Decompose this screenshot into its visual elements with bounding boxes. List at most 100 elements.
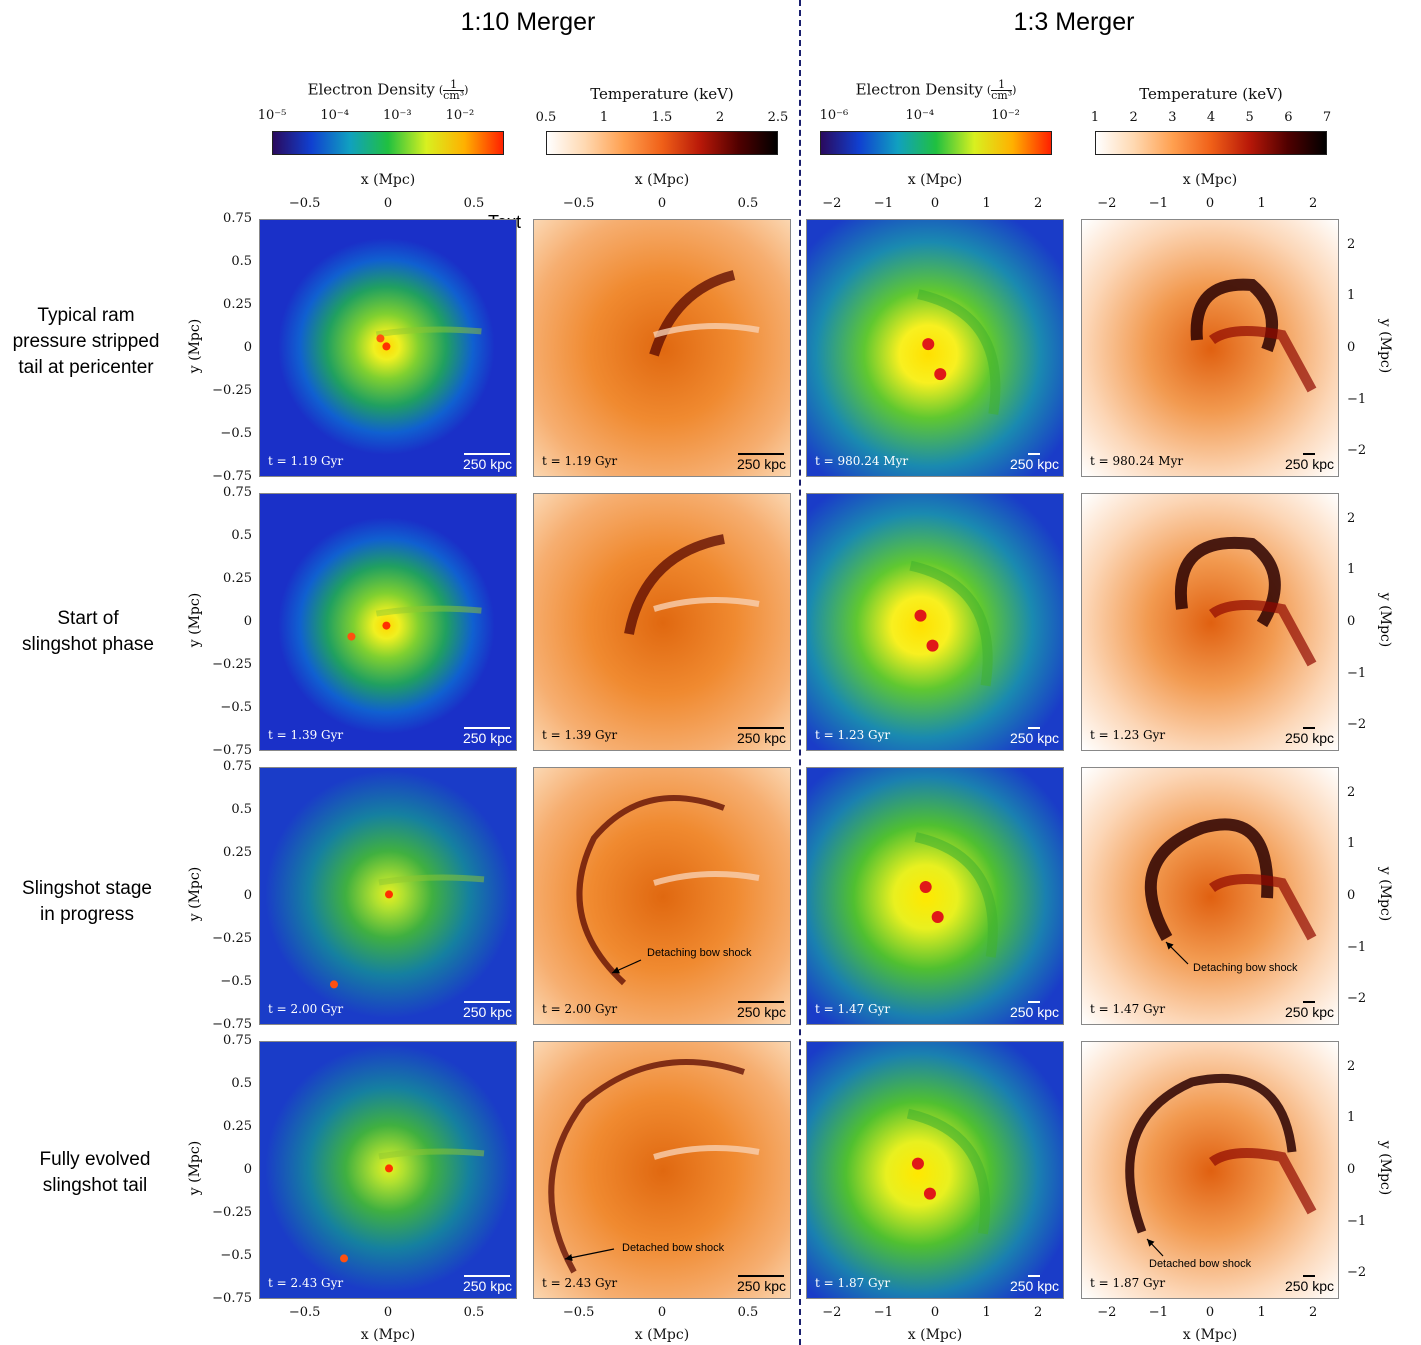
time-label: t = 1.19 Gyr (268, 454, 344, 468)
cluster-core (919, 881, 932, 893)
y-tick-right: 2 (1347, 236, 1356, 252)
x-tick-bottom: −1 (1148, 1305, 1168, 1320)
panel-image (260, 1042, 516, 1298)
scale-bar: 250 kpc (1285, 1275, 1334, 1294)
panel-image (534, 494, 790, 750)
scale-bar-label: 250 kpc (1009, 1278, 1059, 1294)
y-tick-left: 0 (243, 340, 252, 355)
row-label-line: tail at pericenter (18, 357, 154, 378)
temperature-field (1082, 768, 1338, 1024)
colorbar-unit-num: 1 (991, 79, 1013, 91)
shock-wing (1209, 326, 1317, 393)
scale-bar-label: 250 kpc (1009, 1004, 1059, 1020)
stripped-tail (653, 871, 760, 886)
time-label: t = 1.23 Gyr (815, 728, 891, 742)
scale-bar-label: 250 kpc (1284, 1004, 1334, 1020)
scale-bar-label: 250 kpc (462, 456, 512, 472)
gas-tail (378, 874, 485, 886)
colorbar-label: Temperature (keV) (546, 85, 778, 103)
time-label: t = 980.24 Myr (1090, 454, 1184, 468)
y-tick-left: −0.25 (212, 1205, 252, 1220)
panel-image (260, 768, 516, 1024)
colorbar-unit-den: cm³ (443, 89, 465, 102)
panel-image (807, 220, 1063, 476)
x-tick-top: −2 (822, 196, 842, 211)
panel-r3-c3: t = 1.47 Gyr 250 kpc (806, 767, 1064, 1025)
panel-image (1082, 494, 1338, 750)
temperature-field (1082, 494, 1338, 750)
colorbar-unit: (1 cm³) (438, 78, 469, 102)
x-tick-top: −1 (873, 196, 893, 211)
x-tick-top: 0.5 (463, 196, 485, 211)
y-tick-right: 1 (1347, 1110, 1356, 1126)
scale-bar-line (738, 1275, 785, 1277)
y-tick-right: −1 (1347, 939, 1367, 955)
scale-bar: 250 kpc (1285, 727, 1334, 746)
x-tick-top: −0.5 (288, 196, 321, 211)
y-tick-left: 0.75 (223, 759, 252, 774)
x-tick-top: −0.5 (562, 196, 595, 211)
stripped-tail (653, 323, 760, 338)
gas-tail (375, 605, 482, 617)
x-tick-bottom: −1 (873, 1305, 893, 1320)
subcluster-core (347, 632, 356, 641)
x-tick-bottom: 1 (982, 1305, 991, 1320)
row-label-line: Fully evolved (39, 1149, 151, 1170)
gas-tail (378, 1148, 485, 1160)
scale-bar-label: 250 kpc (736, 730, 786, 746)
colorbar-tick: 10⁻² (991, 108, 1020, 123)
x-tick-top: 2 (1034, 196, 1043, 211)
colorbar-label-text: Electron Density (855, 80, 983, 99)
colorbar-tick: 10⁻⁴ (905, 108, 935, 123)
row-label-line: Start of (57, 608, 119, 629)
scale-bar-label: 250 kpc (736, 1004, 786, 1020)
scale-bar-line (738, 453, 785, 455)
colorbar-tick: 2 (715, 110, 725, 125)
panel-r3-c4: t = 1.47 Gyr 250 kpc (1081, 767, 1339, 1025)
scale-bar: 250 kpc (463, 1001, 512, 1020)
panel-r1-c1: t = 1.19 Gyr 250 kpc (259, 219, 517, 477)
temperature-field (1082, 1042, 1338, 1298)
y-tick-right: −1 (1347, 665, 1367, 681)
scale-bar-line (1028, 453, 1041, 455)
colorbar-tick: 10⁻⁴ (320, 108, 349, 123)
x-tick-top: −2 (1097, 196, 1117, 211)
panel-image (260, 494, 516, 750)
x-tick-bottom: 0.5 (737, 1305, 759, 1320)
colorbar-label-text: Temperature (keV) (1139, 85, 1283, 103)
scale-bar-label: 250 kpc (736, 456, 786, 472)
y-tick-right: 0 (1347, 1162, 1356, 1177)
shock-wing (1209, 1148, 1317, 1215)
panel-r2-c4: t = 1.23 Gyr 250 kpc (1081, 493, 1339, 751)
y-tick-left: −0.25 (212, 657, 252, 672)
row-label-line: in progress (40, 904, 134, 925)
y-tick-right: −2 (1347, 1265, 1367, 1281)
scale-bar: 250 kpc (1285, 453, 1334, 472)
y-tick-left: 0 (243, 1162, 252, 1177)
colorbar-unit-den: cm³ (991, 89, 1013, 102)
cluster-core-2 (923, 1187, 936, 1200)
scale-bar: 250 kpc (463, 727, 512, 746)
colorbar-tick: 3 (1168, 110, 1177, 125)
x-tick-top: 2 (1309, 196, 1318, 211)
scale-bar-label: 250 kpc (1284, 456, 1334, 472)
scale-bar: 250 kpc (1010, 1275, 1059, 1294)
y-tick-right: 1 (1347, 562, 1356, 578)
row-label-line: pressure stripped (12, 331, 160, 352)
cluster-core-2 (926, 639, 939, 652)
colorbar-label-text: Electron Density (307, 80, 435, 99)
time-label: t = 2.43 Gyr (542, 1276, 618, 1290)
arrow-detaching-right (1165, 941, 1189, 965)
scale-bar-line (1303, 1001, 1316, 1003)
column-divider (799, 0, 801, 1345)
y-tick-right: 1 (1347, 836, 1356, 852)
subcluster-core (330, 980, 338, 989)
panel-r1-c4: t = 980.24 Myr 250 kpc (1081, 219, 1339, 477)
row-label: Slingshot stage in progress (0, 876, 182, 928)
colorbar-unit: (1 cm³) (986, 78, 1017, 102)
scale-bar-label: 250 kpc (462, 1004, 512, 1020)
time-label: t = 1.47 Gyr (1090, 1002, 1166, 1016)
x-axis-label-bottom: x (Mpc) (907, 1327, 963, 1343)
y-tick-left: 0.25 (223, 844, 252, 860)
density-field (807, 494, 1063, 750)
